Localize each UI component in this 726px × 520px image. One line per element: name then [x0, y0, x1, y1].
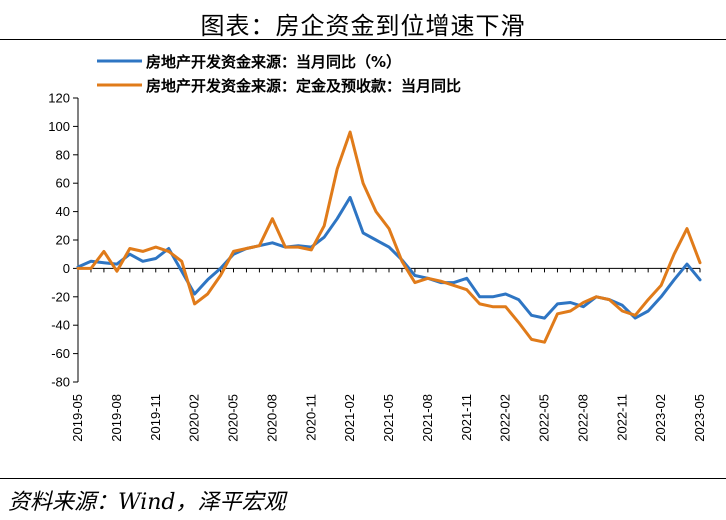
x-tick-label: 2020-02 — [187, 394, 202, 442]
y-tick-label: -20 — [51, 289, 70, 304]
series-line-2 — [76, 130, 702, 344]
chart-legend: 房地产开发资金来源：当月同比（%） 房地产开发资金来源：定金及预收款：当月同比 — [97, 53, 461, 95]
x-tick-label: 2022-02 — [498, 394, 513, 442]
x-tick-label: 2020-08 — [264, 394, 279, 442]
legend-label-2: 房地产开发资金来源：定金及预收款：当月同比 — [146, 77, 461, 95]
x-tick-label: 2022-11 — [614, 394, 629, 441]
y-tick-label: 20 — [56, 233, 70, 248]
chart-title: 图表：房企资金到位增速下滑 — [200, 12, 526, 40]
source-divider — [0, 478, 726, 479]
x-tick-label: 2021-05 — [381, 394, 396, 442]
y-tick-label: 0 — [63, 261, 70, 276]
x-tick-label: 2022-05 — [537, 394, 552, 442]
chart-series — [76, 130, 702, 344]
y-tick-label: 80 — [56, 147, 70, 162]
x-tick-label: 2021-08 — [420, 394, 435, 442]
y-tick-label: 120 — [48, 91, 70, 106]
x-tick-label: 2021-02 — [342, 394, 357, 442]
x-tick-label: 2019-08 — [109, 394, 124, 442]
x-tick-label: 2023-02 — [653, 394, 668, 442]
x-tick-label: 2019-11 — [148, 394, 163, 441]
x-tick-label: 2023-05 — [692, 394, 707, 442]
x-tick-label: 2022-08 — [575, 394, 590, 442]
x-tick-label: 2021-11 — [459, 394, 474, 441]
x-tick-label: 2020-11 — [303, 394, 318, 441]
chart-source: 资料来源：Wind，泽平宏观 — [8, 490, 286, 515]
y-tick-label: 40 — [56, 204, 70, 219]
y-tick-label: -60 — [51, 346, 70, 361]
x-tick-label: 2020-05 — [226, 394, 241, 442]
y-tick-label: -40 — [51, 318, 70, 333]
title-divider — [0, 39, 726, 40]
y-tick-label: 60 — [56, 176, 70, 191]
y-tick-label: -80 — [51, 375, 70, 390]
x-tick-label: 2019-05 — [70, 394, 85, 442]
y-tick-label: 100 — [48, 119, 70, 134]
legend-label-1: 房地产开发资金来源：当月同比（%） — [146, 53, 401, 71]
